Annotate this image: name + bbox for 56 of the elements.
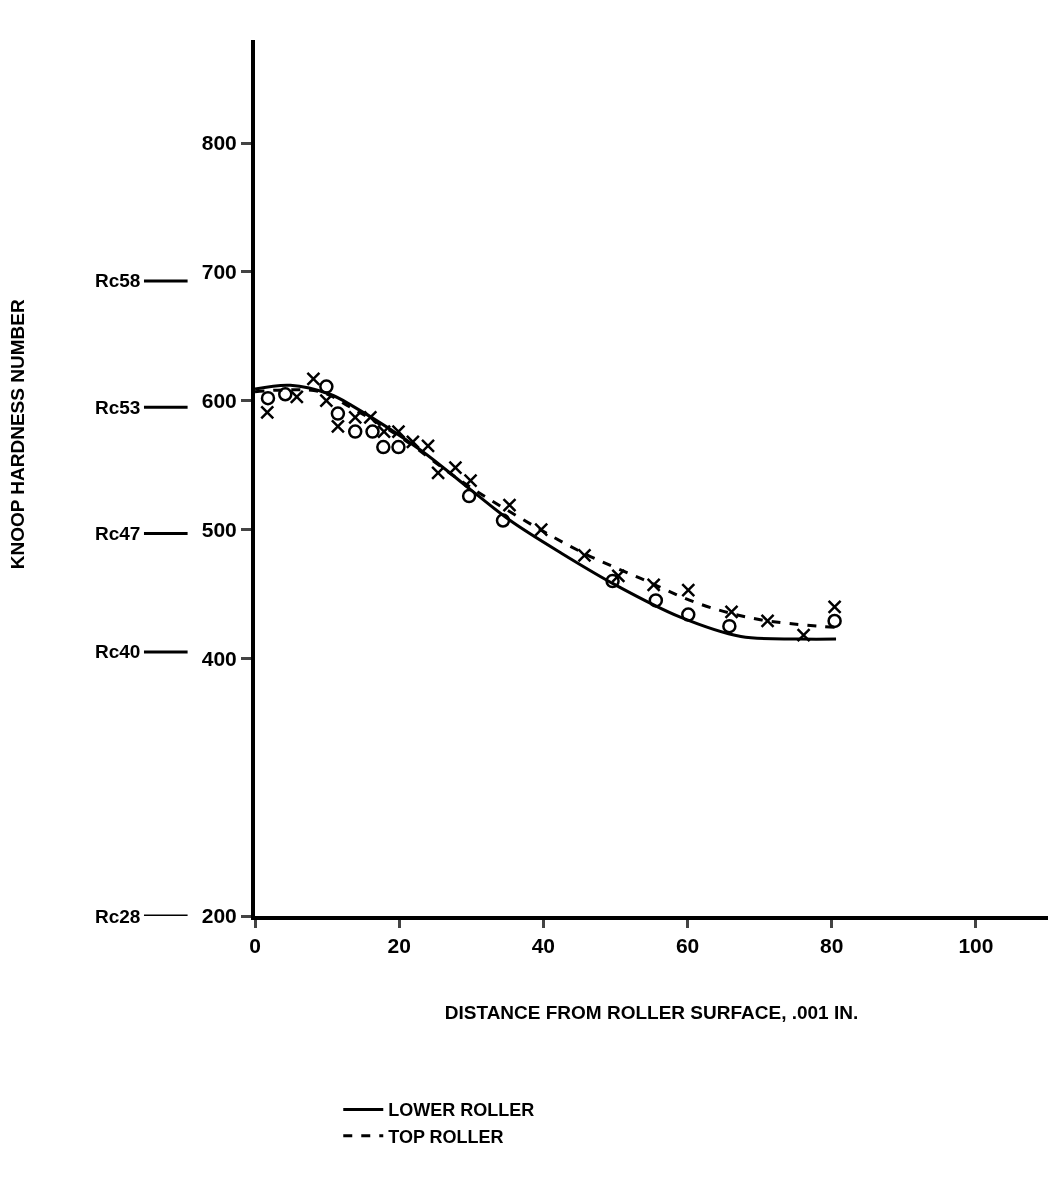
y-tick-label: 700 — [201, 260, 237, 284]
point — [405, 434, 421, 450]
point — [577, 548, 592, 563]
point — [420, 438, 436, 454]
point — [760, 613, 775, 629]
ref-line-label: Rc40 — [95, 641, 141, 662]
point — [365, 424, 380, 439]
point — [289, 389, 305, 405]
point — [648, 593, 664, 608]
point — [278, 387, 293, 402]
point — [611, 568, 626, 584]
point — [260, 390, 276, 406]
point — [827, 613, 842, 629]
point — [724, 604, 739, 620]
text: KNOOP HARDNESS NUMBER — [6, 299, 28, 570]
ref-line-label: Rc53 — [95, 397, 141, 418]
ref-line-label: Rc28 — [95, 906, 141, 927]
point — [330, 406, 346, 421]
x-tick-label: 60 — [675, 934, 700, 958]
point — [796, 627, 811, 643]
point — [605, 573, 620, 589]
y-tick-label: 600 — [201, 389, 237, 413]
x-tick-label: 40 — [531, 934, 556, 958]
point — [391, 439, 406, 455]
point — [319, 379, 334, 394]
point — [260, 405, 275, 420]
point — [347, 424, 363, 439]
point — [827, 599, 842, 615]
point — [376, 439, 391, 455]
y-tick-label: 400 — [201, 646, 237, 670]
point — [330, 419, 346, 434]
point — [430, 465, 446, 481]
x-axis-title: DISTANCE FROM ROLLER SURFACE, .001 IN. — [444, 1001, 859, 1023]
point — [448, 460, 463, 475]
point — [722, 618, 737, 634]
point — [533, 522, 549, 537]
legend-label: TOP ROLLER — [388, 1126, 504, 1147]
ref-line-label: Rc58 — [95, 270, 141, 291]
x-tick-label: 0 — [249, 934, 261, 958]
point — [681, 582, 696, 598]
ref-line-label: Rc47 — [95, 523, 141, 544]
point — [495, 513, 511, 528]
x-tick-label: 100 — [958, 934, 994, 958]
x-tick-label: 20 — [387, 934, 411, 958]
legend-label: LOWER ROLLER — [388, 1100, 535, 1121]
point — [461, 488, 477, 504]
y-tick-label: 200 — [201, 904, 237, 928]
point — [646, 577, 661, 593]
point — [319, 393, 334, 408]
point — [681, 607, 696, 622]
y-tick-label: 800 — [201, 131, 237, 155]
x-tick-label: 80 — [820, 934, 844, 958]
point — [463, 473, 478, 488]
point — [502, 497, 517, 513]
y-tick-label: 500 — [201, 517, 237, 541]
point — [306, 371, 321, 387]
